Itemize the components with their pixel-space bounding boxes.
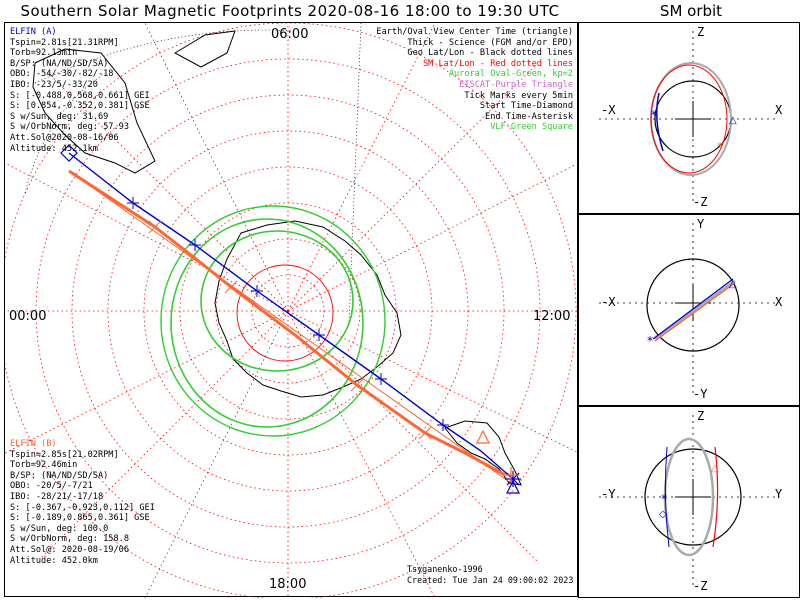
credits: Tsyganenko-1996 Created: Tue Jan 24 09:0… [407, 564, 573, 585]
elfin-b-info-line: OBO: -20/5/-7/21 [10, 481, 93, 492]
svg-text:◇: ◇ [659, 509, 667, 520]
elfin-b-end-asterisk [503, 467, 519, 483]
elfin-a-name: ELFIN (A) [10, 27, 57, 37]
elfin-a-info-line: Torb=92.13min [10, 48, 78, 59]
sm-orbit-title: SM orbit [659, 2, 723, 20]
legend-item: Start Time-Diamond [479, 101, 573, 112]
sm-yz-right: Y [775, 487, 783, 501]
model-credit: Tsyganenko-1996 [407, 564, 483, 574]
elfin-a-info-line: Att.Sol@2020-08-16/06 [10, 132, 119, 143]
sm-yz-left: -Y [601, 487, 616, 501]
view-center-triangle [506, 479, 520, 494]
elfin-b-name: ELFIN (B) [10, 439, 57, 449]
elfin-b-info-line: B/SP: (NA/ND/SD/SA) [10, 470, 109, 481]
elfin-a-info-line: B/SP: (NA/ND/SD/SA) [10, 58, 109, 69]
elfin-a-lines: Tspin=2.81s[21.31RPM] Torb=92.13min B/SP: … [10, 38, 150, 155]
legend-item: End Time-Asterisk [485, 111, 573, 122]
svg-text:*: * [661, 492, 667, 506]
elfin-b-tick-marks [148, 220, 432, 440]
elfin-a-info-line: Altitude: 452.1km [10, 143, 98, 154]
elfin-b-info-line: S w/Sun, deg: 100.0 [10, 523, 109, 534]
legend-item: Geo Lat/Lon - Black dotted lines [407, 48, 573, 59]
legend-item: EISCAT-Purple Triangle [459, 79, 573, 90]
auroral-oval [160, 205, 386, 437]
elfin-a-end-asterisk [505, 471, 521, 487]
legend-item: VLF-Green Square [490, 122, 573, 133]
sm-orbit-panel-xy: * △ Y -Y -X X [578, 214, 800, 406]
elfin-b-info-line: S w/OrbNorm, deg: 158.8 [10, 534, 129, 545]
sm-xz-top: Z [697, 25, 705, 39]
legend-item: SM Lat/Lon - Red dotted lines [422, 58, 573, 69]
sm-yz-top: Z [697, 409, 705, 423]
elfin-b-info-line: S: [-0.367,-0.923,0.112] GEI [10, 502, 155, 513]
elfin-a-info-line: Tspin=2.81s[21.31RPM] [10, 37, 119, 48]
legend-item: Tick Marks every 5min [464, 90, 573, 101]
geo-latlon-grid [24, 23, 362, 324]
elfin-a-info-line: S w/Sun, deg: 31.69 [10, 111, 109, 122]
sm-xz-left: -X [601, 103, 616, 117]
sm-xy-right: X [775, 295, 783, 309]
elfin-a-info-line: S: [-0.488,0.568,0.661] GEI [10, 90, 150, 101]
sm-xz-bottom: -Z [693, 195, 708, 209]
elfin-b-info-line: Att.Sol@: 2020-08-19/06 [10, 544, 129, 555]
elfin-b-info-line: Tspin=2.85s[21.02RPM] [10, 449, 119, 460]
sm-xz-right: X [775, 103, 783, 117]
australia-coastline [32, 48, 156, 174]
time-label-12: 12:00 [533, 309, 571, 324]
elfin-a-info: ELFIN (A) Tspin=2.81s[21.31RPM] Torb=92.1… [10, 27, 150, 154]
footprint-map-panel: 06:00 00:00 12:00 18:00 ELFIN (A) Tspin=… [4, 22, 579, 598]
elfin-b-lines: Tspin=2.85s[21.02RPM] Torb=92.46min B/SP: … [10, 450, 155, 567]
legend: Earth/Oval View Center Time (triangle) Th… [376, 27, 573, 133]
svg-text:△: △ [729, 115, 737, 126]
elfin-b-info-line: IBO: -28/21/-17/18 [10, 491, 104, 502]
time-label-18: 18:00 [269, 577, 307, 592]
elfin-a-start-diamond [60, 144, 78, 162]
elfin-b-info-line: Altitude: 452.0km [10, 555, 98, 566]
eiscat-triangle [476, 429, 490, 444]
svg-text:*: * [647, 334, 653, 348]
south-america-coastline [444, 420, 522, 486]
elfin-b-info-line: Torb=92.46min [10, 460, 78, 471]
elfin-b-info-line: S: [-0.189,0.865,0.361] GSE [10, 513, 150, 524]
sm-longitude-grid [5, 23, 579, 598]
time-label-00: 00:00 [9, 309, 47, 324]
svg-text:△: △ [729, 279, 737, 290]
elfin-a-info-line: OBO: -54/-30/-82/-18 [10, 69, 114, 80]
legend-item: Thick - Science (FGM and/or EPD) [407, 37, 573, 48]
elfin-b-track [68, 169, 512, 484]
sm-plot-yz: * ◇ △ [599, 415, 779, 587]
elfin-a-tick-marks [127, 197, 449, 431]
sm-orbit-panel-xz: * △ * Z -Z -X X [578, 22, 800, 214]
footprint-map [5, 23, 579, 598]
svg-text:△: △ [711, 463, 719, 474]
elfin-a-info-line: S: [0.854,-0.352,0.381] GSE [10, 101, 150, 112]
sm-yz-bottom: -Z [693, 579, 708, 593]
sm-plot-xy: * △ [599, 223, 779, 395]
elfin-b-info: ELFIN (B) Tspin=2.85s[21.02RPM] Torb=92.4… [10, 439, 155, 566]
elfin-a-info-line: S w/OrbNorm, deg: 57.93 [10, 122, 129, 133]
svg-text:*: * [717, 140, 723, 154]
sm-xy-top: Y [697, 217, 705, 231]
sm-xy-left: -X [601, 295, 616, 309]
elfin-a-info-line: IBO: -23/5/-33/20 [10, 79, 98, 90]
sm-plot-xz: * △ * [599, 31, 779, 203]
antarctica-coastline [214, 220, 402, 398]
created-credit: Created: Tue Jan 24 09:00:02 2023 [407, 574, 574, 585]
sm-xy-bottom: -Y [693, 387, 708, 401]
time-label-06: 06:00 [271, 27, 309, 42]
sm-orbit-panel-yz: * ◇ △ Z -Z -Y Y [578, 406, 800, 598]
legend-item: Earth/Oval View Center Time (triangle) [376, 27, 573, 37]
svg-text:*: * [651, 108, 657, 122]
island-coastline [173, 30, 236, 68]
sm-inner-circle [236, 264, 334, 362]
chart-title: Southern Solar Magnetic Footprints 2020-… [20, 2, 560, 20]
legend-item: Auroral Oval-Green, kp=2 [448, 69, 573, 80]
